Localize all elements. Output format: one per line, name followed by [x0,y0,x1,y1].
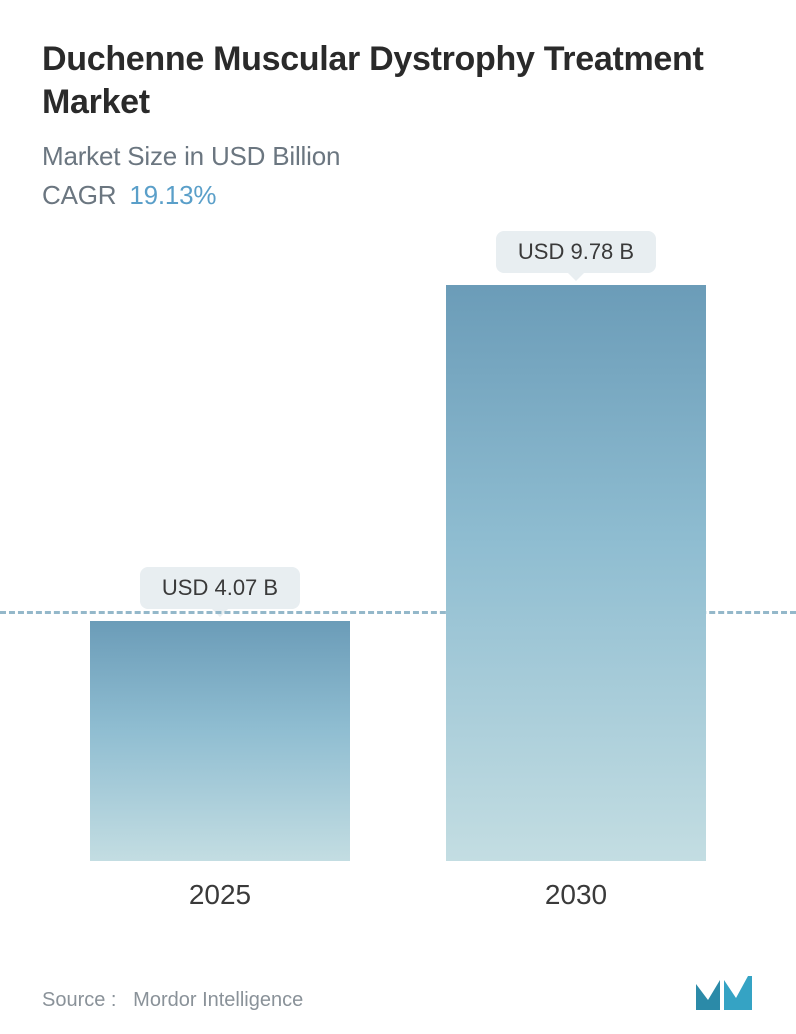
value-label-2030: USD 9.78 B [496,231,656,273]
cagr-row: CAGR 19.13% [42,180,754,211]
bar-2030 [446,285,706,861]
mordor-logo-icon [694,974,754,1012]
x-axis-labels: 2025 2030 [42,879,754,911]
chart-area: USD 4.07 B USD 9.78 B 2025 2030 [42,231,754,911]
x-label-2030: 2030 [446,879,706,911]
bar-2025 [90,621,350,861]
cagr-label: CAGR [42,180,116,210]
source-prefix: Source : [42,989,116,1011]
footer: Source : Mordor Intelligence [42,974,754,1012]
bars-group: USD 4.07 B USD 9.78 B [42,241,754,861]
chart-container: Duchenne Muscular Dystrophy Treatment Ma… [0,0,796,1034]
cagr-value: 19.13% [129,180,216,210]
source-name: Mordor Intelligence [133,989,303,1011]
chart-subtitle: Market Size in USD Billion [42,141,754,172]
bar-group-2030: USD 9.78 B [446,231,706,861]
x-label-2025: 2025 [90,879,350,911]
source-text: Source : Mordor Intelligence [42,989,303,1012]
chart-title: Duchenne Muscular Dystrophy Treatment Ma… [42,38,754,123]
value-label-2025: USD 4.07 B [140,567,300,609]
